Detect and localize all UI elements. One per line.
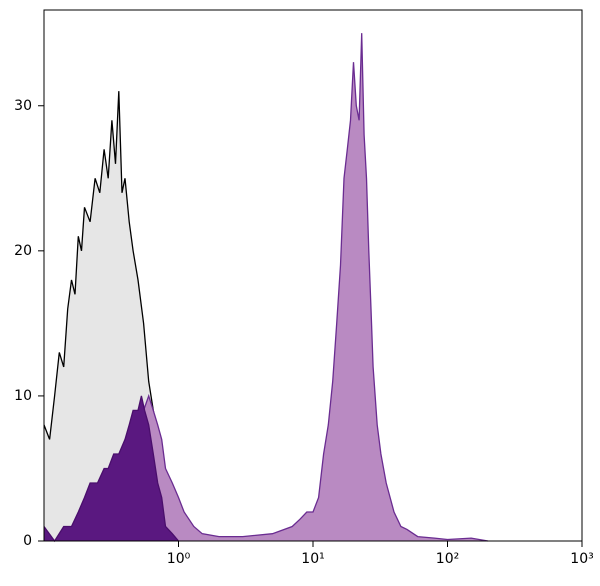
x-tick-label: 10³ — [570, 551, 593, 567]
histogram-outline — [43, 91, 180, 542]
y-tick-label: 30 — [14, 98, 32, 114]
area-fill — [44, 395, 179, 541]
area-fill — [117, 33, 488, 541]
histogram-outline — [116, 33, 489, 542]
histogram-outline — [43, 395, 179, 543]
x-tick-label: 10¹ — [301, 551, 324, 567]
y-tick-label: 20 — [14, 243, 32, 259]
x-tick-label: 10² — [436, 551, 459, 567]
y-tick-label: 10 — [14, 388, 32, 404]
x-tick-label: 10⁰ — [167, 551, 191, 567]
y-tick-label: 0 — [23, 533, 32, 549]
